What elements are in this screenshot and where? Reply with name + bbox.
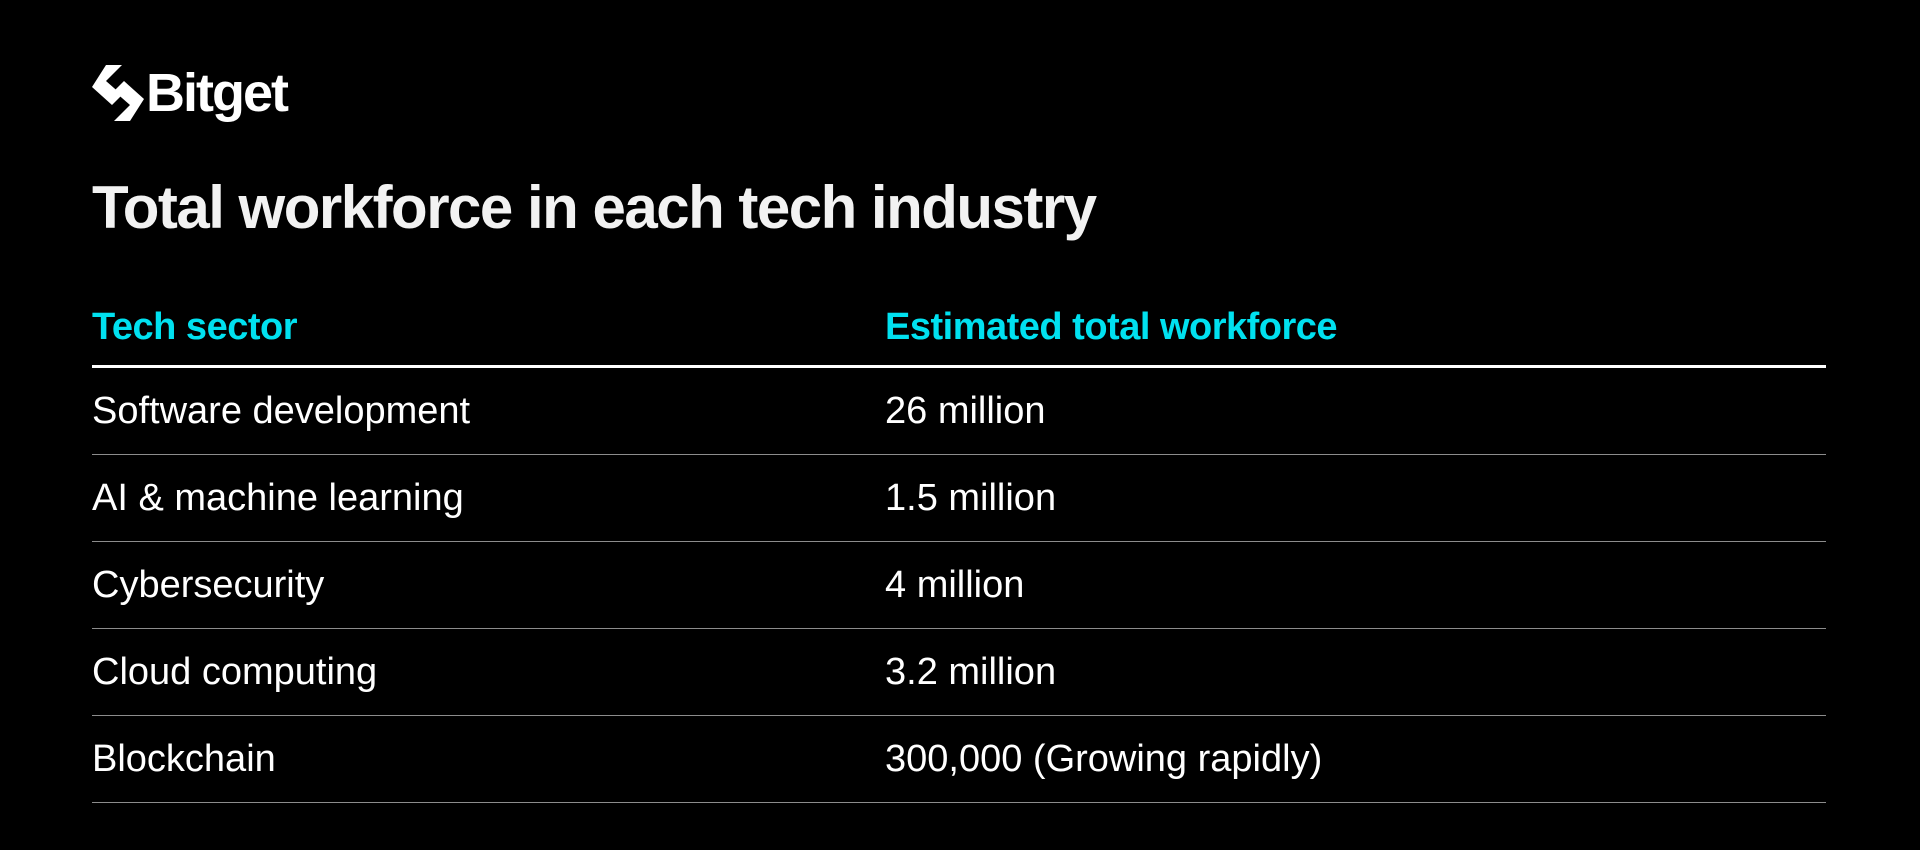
table-row: Cybersecurity 4 million	[92, 542, 1826, 629]
workforce-cell: 300,000 (Growing rapidly)	[885, 737, 1323, 780]
sector-cell: Blockchain	[92, 737, 276, 780]
header-tech-sector: Tech sector	[92, 306, 297, 348]
workforce-cell: 4 million	[885, 563, 1025, 606]
workforce-table: Tech sector Estimated total workforce So…	[92, 290, 1826, 803]
sector-cell: Cybersecurity	[92, 563, 325, 606]
table-row: AI & machine learning 1.5 million	[92, 455, 1826, 542]
table-row: Blockchain 300,000 (Growing rapidly)	[92, 716, 1826, 803]
bitget-logo-icon	[92, 65, 144, 121]
table-row: Cloud computing 3.2 million	[92, 629, 1826, 716]
workforce-cell: 3.2 million	[885, 650, 1057, 693]
brand-name: Bitget	[146, 63, 289, 123]
header-estimated-workforce: Estimated total workforce	[885, 306, 1338, 348]
table-header: Tech sector Estimated total workforce	[92, 290, 1826, 368]
workforce-cell: 1.5 million	[885, 476, 1057, 519]
table-row: Software development 26 million	[92, 368, 1826, 455]
sector-cell: Cloud computing	[92, 650, 378, 693]
page-title: Total workforce in each tech industry	[92, 174, 1097, 241]
workforce-cell: 26 million	[885, 389, 1046, 432]
sector-cell: Software development	[92, 389, 471, 432]
brand-logo: Bitget	[92, 60, 289, 126]
sector-cell: AI & machine learning	[92, 476, 464, 519]
